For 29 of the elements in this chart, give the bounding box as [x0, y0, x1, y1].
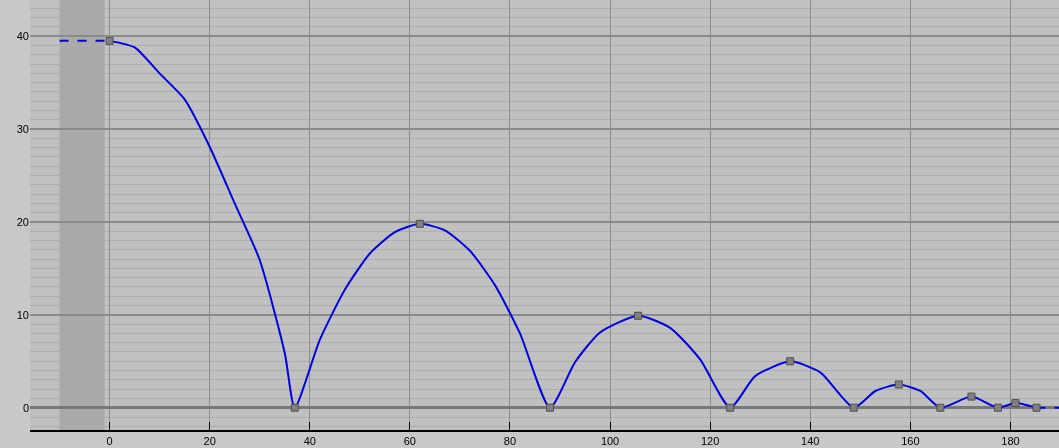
point — [967, 392, 976, 401]
x-tick-label: 180 — [1001, 435, 1020, 448]
point — [1032, 403, 1041, 412]
point — [849, 403, 858, 412]
x-tick-label: 40 — [303, 435, 316, 448]
y-tick-label: 20 — [16, 215, 29, 228]
point — [726, 403, 735, 412]
point — [634, 311, 643, 320]
point — [290, 403, 299, 412]
point — [936, 403, 945, 412]
x-tick-label: 120 — [700, 435, 720, 448]
x-tick-label: 80 — [503, 435, 517, 448]
x-tick-label: 0 — [106, 435, 113, 448]
point — [105, 36, 114, 45]
point — [786, 357, 795, 366]
x-tick-label: 20 — [203, 435, 216, 448]
y-tick-label: 40 — [16, 30, 29, 43]
point — [546, 403, 555, 412]
y-tick-label: 10 — [16, 308, 29, 321]
x-tick-label: 160 — [901, 435, 920, 448]
x-tick-label: 140 — [801, 435, 820, 448]
point — [415, 219, 424, 228]
point — [993, 403, 1002, 412]
x-tick-label: 100 — [600, 435, 620, 448]
y-tick-label: 30 — [16, 122, 29, 135]
point — [1011, 399, 1020, 408]
point — [894, 380, 903, 389]
y-tick-label: 0 — [22, 401, 29, 414]
x-tick-label: 60 — [403, 435, 416, 448]
